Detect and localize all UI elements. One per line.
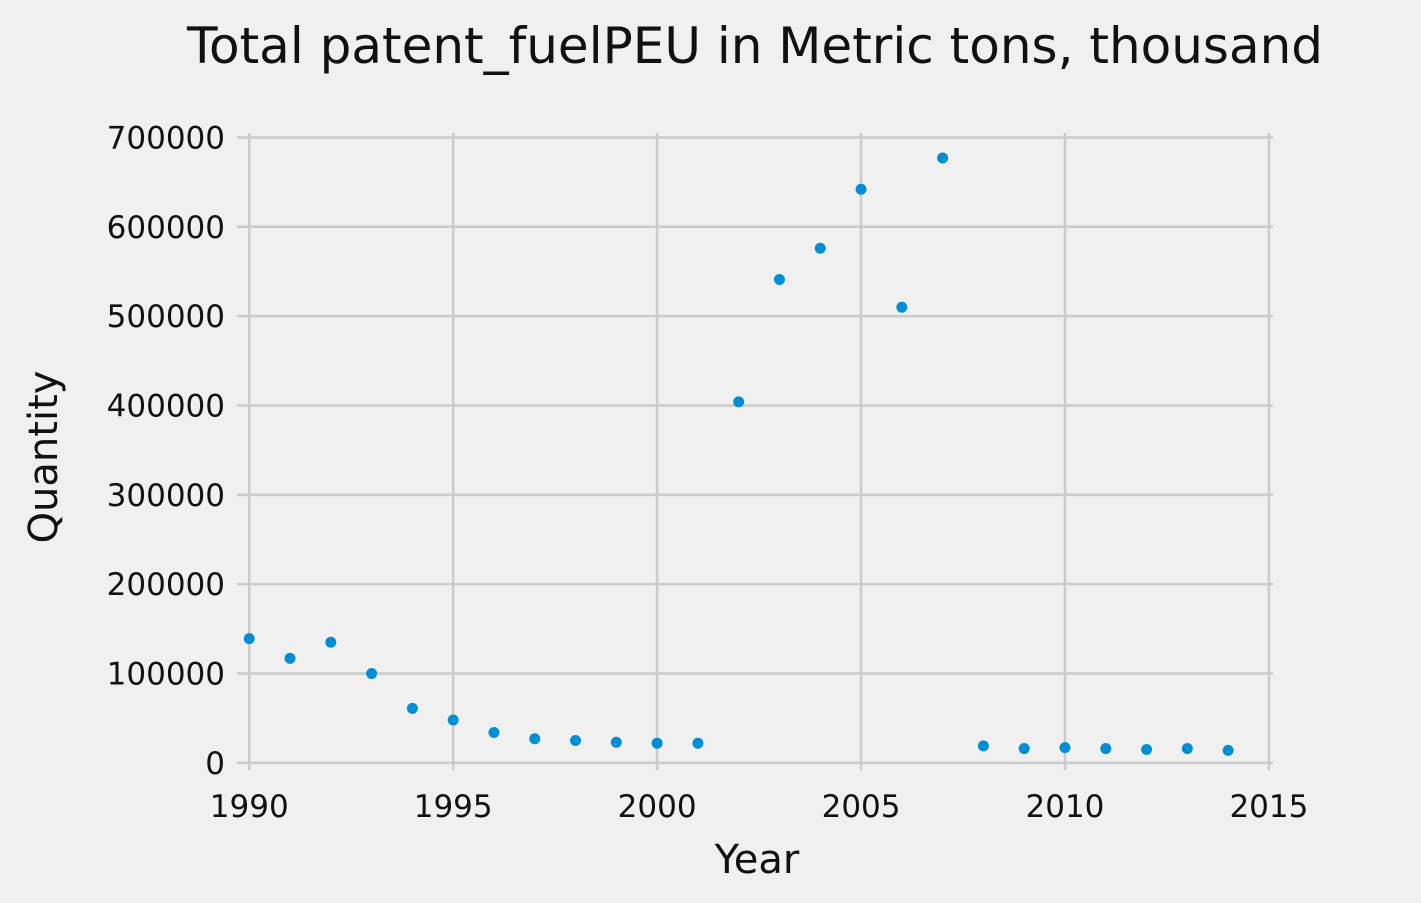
- data-point: [285, 653, 296, 664]
- x-tick-label: 2010: [1026, 789, 1105, 825]
- data-point: [1019, 743, 1030, 754]
- x-tick-label: 2005: [822, 789, 901, 825]
- data-point: [366, 668, 377, 679]
- data-point: [1141, 744, 1152, 755]
- data-point: [856, 184, 867, 195]
- data-point: [529, 733, 540, 744]
- data-point: [1059, 742, 1070, 753]
- y-tick-label: 100000: [107, 657, 225, 693]
- y-tick-label: 400000: [107, 388, 225, 424]
- y-tick-label: 0: [205, 746, 225, 782]
- x-tick-label: 2000: [618, 789, 697, 825]
- data-point: [937, 153, 948, 164]
- data-point: [448, 714, 459, 725]
- y-tick-label: 500000: [107, 299, 225, 335]
- data-point: [611, 737, 622, 748]
- data-point: [1100, 743, 1111, 754]
- data-point: [325, 637, 336, 648]
- y-tick-label: 600000: [107, 210, 225, 246]
- y-tick-label: 300000: [107, 478, 225, 514]
- data-point: [488, 727, 499, 738]
- data-point: [244, 633, 255, 644]
- data-point: [692, 738, 703, 749]
- data-point: [652, 738, 663, 749]
- chart-title: Total patent_fuelPEU in Metric tons, tho…: [186, 17, 1323, 75]
- x-axis-label: Year: [714, 837, 800, 883]
- data-point: [570, 735, 581, 746]
- y-axis-label: Quantity: [21, 371, 67, 544]
- x-tick-label: 2015: [1229, 789, 1308, 825]
- y-tick-label: 200000: [107, 567, 225, 603]
- data-point: [1223, 745, 1234, 756]
- data-point: [1182, 743, 1193, 754]
- data-point: [774, 274, 785, 285]
- data-point: [978, 740, 989, 751]
- x-tick-label: 1995: [414, 789, 493, 825]
- data-point: [815, 243, 826, 254]
- data-point: [896, 302, 907, 313]
- x-tick-label: 1990: [210, 789, 289, 825]
- y-tick-label: 700000: [107, 120, 225, 156]
- data-point: [407, 703, 418, 714]
- data-point: [733, 396, 744, 407]
